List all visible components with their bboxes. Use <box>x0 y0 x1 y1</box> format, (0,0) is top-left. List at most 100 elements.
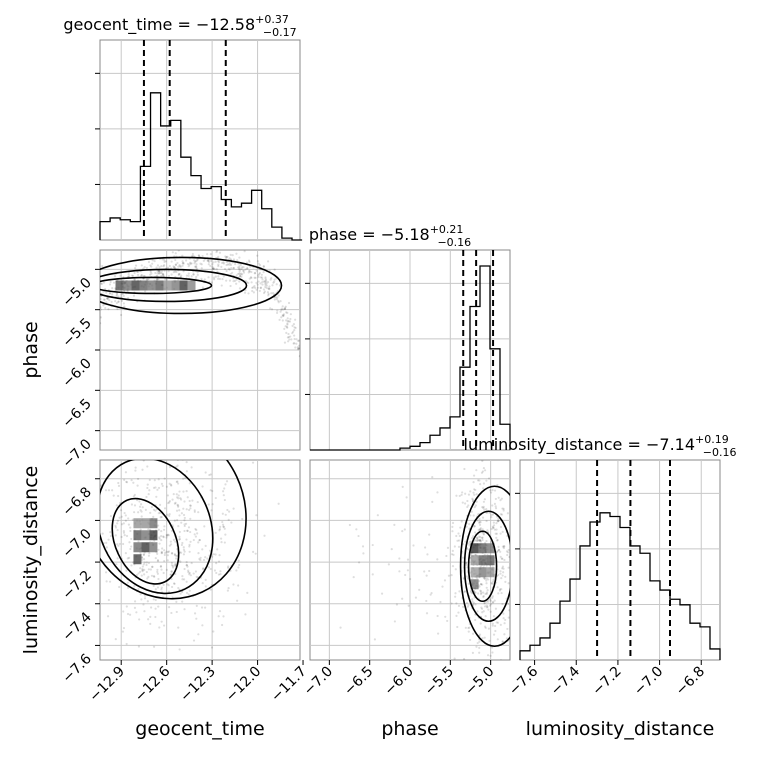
scatter-point <box>492 521 495 524</box>
scatter-point <box>478 640 481 643</box>
scatter-point <box>194 570 198 573</box>
scatter-point <box>461 605 465 608</box>
pair-panel-geocent_time-luminosity_distance <box>99 459 301 661</box>
scatter-point <box>500 557 503 560</box>
scatter-point <box>280 307 283 310</box>
scatter-point <box>161 547 164 550</box>
scatter-point <box>129 526 132 529</box>
scatter-point <box>248 260 251 263</box>
scatter-point <box>160 588 163 591</box>
scatter-point <box>502 509 505 512</box>
scatter-point <box>476 610 479 613</box>
scatter-point <box>182 548 186 551</box>
scatter-point <box>270 308 274 311</box>
scatter-point <box>465 525 468 528</box>
scatter-point <box>163 477 166 480</box>
scatter-point <box>240 272 243 275</box>
scatter-point <box>259 286 262 290</box>
scatter-point <box>152 515 155 518</box>
scatter-point <box>276 309 279 312</box>
scatter-point <box>157 270 161 273</box>
scatter-point <box>178 514 181 517</box>
y-tick-label: −5.5 <box>59 315 94 350</box>
scatter-point <box>201 485 204 488</box>
scatter-point <box>468 638 472 642</box>
scatter-point <box>253 276 256 279</box>
title-median: −7.14 <box>646 435 695 454</box>
scatter-point <box>194 527 197 531</box>
scatter-point <box>501 530 504 534</box>
scatter-point <box>168 482 171 485</box>
scatter-point <box>181 600 184 603</box>
scatter-point <box>297 339 300 342</box>
scatter-point <box>232 583 235 586</box>
scatter-point <box>236 259 239 262</box>
scatter-point <box>172 492 175 496</box>
scatter-point <box>120 299 124 302</box>
scatter-point <box>195 528 198 532</box>
x-tick-label: −6.5 <box>341 664 376 699</box>
scatter-point <box>462 556 465 559</box>
scatter-point <box>178 537 182 541</box>
scatter-point <box>296 346 299 349</box>
scatter-point <box>163 551 167 555</box>
scatter-point <box>156 270 159 273</box>
scatter-point <box>141 468 144 471</box>
scatter-point <box>203 241 205 243</box>
scatter-point <box>269 307 272 310</box>
scatter-point <box>169 483 173 486</box>
scatter-point <box>444 615 447 618</box>
scatter-point <box>504 618 507 622</box>
scatter-point <box>177 626 180 629</box>
scatter-point <box>162 535 165 538</box>
scatter-point <box>138 570 142 574</box>
scatter-point <box>458 590 461 593</box>
hist-panel-luminosity_distance: luminosity_distance = −7.14+0.19 −0.16 <box>464 433 737 661</box>
panel-title: luminosity_distance = −7.14+0.19 −0.16 <box>464 433 737 459</box>
scatter-point <box>181 254 184 257</box>
scatter-point <box>464 492 467 495</box>
density-bin <box>133 554 142 565</box>
scatter-point <box>286 311 289 314</box>
contour-level <box>463 510 510 623</box>
scatter-point <box>227 586 230 590</box>
scatter-point <box>505 637 508 640</box>
scatter-point <box>255 514 258 517</box>
scatter-point <box>451 565 455 568</box>
panel-title: phase = −5.18+0.21 −0.16 <box>309 223 471 249</box>
scatter-point <box>139 509 142 512</box>
scatter-point <box>117 484 121 488</box>
scatter-point <box>285 319 288 322</box>
scatter-point <box>499 532 502 535</box>
scatter-point <box>192 273 195 276</box>
scatter-point <box>135 611 138 614</box>
scatter-point <box>154 598 157 602</box>
scatter-point <box>102 281 106 284</box>
scatter-point <box>250 270 253 274</box>
scatter-point <box>409 577 412 581</box>
scatter-point <box>187 508 191 512</box>
scatter-point <box>436 491 439 494</box>
scatter-point <box>105 301 108 304</box>
scatter-point <box>165 568 168 571</box>
scatter-point <box>401 597 404 600</box>
scatter-point <box>229 258 233 261</box>
scatter-point <box>477 538 480 542</box>
scatter-point <box>154 271 157 275</box>
scatter-point <box>174 252 177 255</box>
scatter-point <box>454 592 457 595</box>
scatter-point <box>450 602 453 605</box>
scatter-point <box>177 250 180 252</box>
scatter-point <box>219 525 222 528</box>
scatter-point <box>213 569 217 572</box>
scatter-point <box>258 271 262 275</box>
scatter-point <box>193 510 196 513</box>
scatter-point <box>146 486 149 490</box>
scatter-point <box>256 260 259 263</box>
scatter-point <box>496 520 500 523</box>
scatter-point <box>496 638 499 641</box>
scatter-point <box>149 270 152 274</box>
scatter-point <box>478 633 482 636</box>
scatter-point <box>257 274 260 277</box>
